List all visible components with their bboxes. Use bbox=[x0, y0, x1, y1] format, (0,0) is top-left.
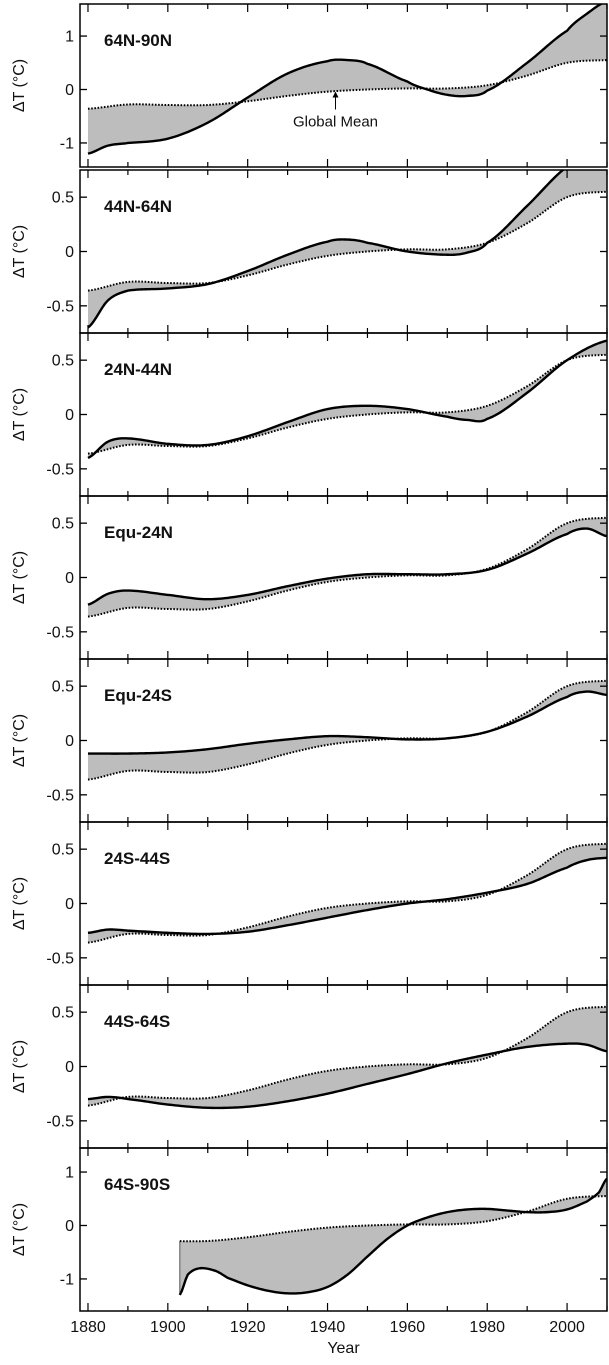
plot-area bbox=[87, 679, 607, 781]
difference-shading bbox=[87, 4, 607, 154]
plot-area bbox=[87, 842, 607, 944]
panel-label: 24S-44S bbox=[104, 849, 170, 868]
panel-label: 64N-90N bbox=[104, 31, 172, 50]
panel-frame bbox=[79, 1147, 608, 1312]
panel-label: 44N-64N bbox=[104, 197, 172, 216]
y-tick-label: 0 bbox=[65, 407, 74, 424]
y-tick-label: 0 bbox=[65, 1218, 74, 1235]
y-tick-label: 1 bbox=[65, 1165, 74, 1182]
panel-label: Equ-24N bbox=[104, 523, 173, 542]
difference-shading bbox=[87, 340, 607, 458]
y-axis-label: ΔT (°C) bbox=[11, 59, 28, 112]
panel-44s-64s: 0.5 0 -0.5 44S-64S ΔT (°C) bbox=[11, 984, 608, 1149]
y-tick-label: 0.5 bbox=[52, 190, 74, 207]
y-axis-label: ΔT (°C) bbox=[11, 1040, 28, 1093]
panel-label: 64S-90S bbox=[104, 1175, 170, 1194]
x-tick-label: 1880 bbox=[70, 1319, 106, 1336]
y-tick-label: -0.5 bbox=[46, 624, 74, 641]
y-tick-label: -0.5 bbox=[46, 298, 74, 315]
y-tick-label: -0.5 bbox=[46, 1113, 74, 1130]
global-mean-line bbox=[87, 842, 607, 944]
global-mean-line bbox=[87, 679, 607, 781]
y-tick-label: -0.5 bbox=[46, 787, 74, 804]
panel-label: 44S-64S bbox=[104, 1012, 170, 1031]
regional-temperature-line bbox=[87, 1042, 607, 1110]
panel-equ-24n: 0.5 0 -0.5 Equ-24N ΔT (°C) bbox=[11, 495, 608, 660]
y-axis-label: ΔT (°C) bbox=[11, 551, 28, 604]
x-axis: 1880 1900 1920 1940 1960 1980 2000 Year bbox=[70, 1319, 585, 1357]
y-axis-label: ΔT (°C) bbox=[11, 714, 28, 767]
y-tick-label: 0.5 bbox=[52, 679, 74, 696]
y-axis-label: ΔT (°C) bbox=[11, 388, 28, 441]
regional-temperature-line bbox=[87, 4, 604, 155]
x-tick-label: 1940 bbox=[310, 1319, 346, 1336]
regional-temperature-line bbox=[87, 690, 607, 755]
y-tick-label: 0 bbox=[65, 896, 74, 913]
panel-frame bbox=[79, 3, 608, 168]
y-tick-label: -0.5 bbox=[46, 461, 74, 478]
x-tick-label: 2000 bbox=[549, 1319, 585, 1336]
panel-label: 24N-44N bbox=[104, 360, 172, 379]
plot-area bbox=[87, 170, 607, 329]
regional-temperature-line bbox=[87, 339, 607, 460]
difference-shading bbox=[87, 843, 607, 943]
y-tick-label: -0.5 bbox=[46, 950, 74, 967]
plot-area bbox=[87, 339, 607, 460]
difference-shading bbox=[87, 680, 607, 780]
panel-24s-44s: 0.5 0 -0.5 24S-44S ΔT (°C) bbox=[11, 821, 608, 986]
regional-temperature-line bbox=[87, 527, 607, 606]
panel-equ-24s: 0.5 0 -0.5 Equ-24S ΔT (°C) bbox=[11, 658, 608, 823]
x-tick-label: 1980 bbox=[469, 1319, 505, 1336]
panel-frame bbox=[79, 821, 608, 986]
regional-temperature-line bbox=[87, 170, 565, 329]
global-mean-line bbox=[87, 516, 607, 618]
global-mean-line bbox=[87, 190, 607, 292]
y-tick-label: 0.5 bbox=[52, 842, 74, 859]
difference-shading bbox=[87, 517, 607, 617]
panel-label: Equ-24S bbox=[104, 686, 172, 705]
y-tick-label: 0.5 bbox=[52, 1005, 74, 1022]
plot-area bbox=[87, 516, 607, 618]
difference-shading bbox=[87, 170, 607, 328]
panel-frame bbox=[79, 984, 608, 1149]
plot-area bbox=[178, 1177, 607, 1296]
x-axis-label: Year bbox=[327, 1340, 360, 1357]
y-axis-label: ΔT (°C) bbox=[11, 1203, 28, 1256]
plot-area bbox=[87, 4, 607, 155]
y-tick-label: 0.5 bbox=[52, 516, 74, 533]
y-tick-label: 0 bbox=[65, 244, 74, 261]
y-axis-label: ΔT (°C) bbox=[11, 877, 28, 930]
panel-24n-44n: 0.5 0 -0.5 24N-44N ΔT (°C) bbox=[11, 332, 608, 497]
plot-area bbox=[87, 1005, 607, 1110]
global-mean-line bbox=[87, 353, 607, 455]
difference-shading bbox=[179, 1178, 607, 1295]
y-tick-label: 0.5 bbox=[52, 353, 74, 370]
x-tick-label: 1960 bbox=[390, 1319, 426, 1336]
regional-temperature-line bbox=[87, 856, 607, 936]
panel-64n-90n: 1 0 -1 64N-90N ΔT (°C) Global Mean bbox=[11, 3, 608, 168]
panel-64s-90s: 1 0 -1 64S-90S ΔT (°C) bbox=[11, 1147, 608, 1312]
y-tick-label: -1 bbox=[60, 1271, 74, 1288]
y-axis-label: ΔT (°C) bbox=[11, 225, 28, 278]
y-tick-label: 0 bbox=[65, 570, 74, 587]
y-tick-label: 0 bbox=[65, 733, 74, 750]
global-mean-line bbox=[87, 59, 607, 110]
global-mean-line bbox=[87, 1005, 607, 1107]
y-tick-label: 1 bbox=[65, 29, 74, 46]
x-tick-label: 1900 bbox=[150, 1319, 186, 1336]
x-tick-label: 1920 bbox=[230, 1319, 266, 1336]
panel-44n-64n: 0.5 0 -0.5 44N-64N ΔT (°C) bbox=[11, 169, 608, 334]
regional-temperature-line bbox=[178, 1177, 607, 1296]
y-tick-label: -1 bbox=[60, 135, 74, 152]
annotation-arrowhead bbox=[332, 91, 339, 98]
global-mean-annotation: Global Mean bbox=[293, 114, 378, 131]
y-tick-label: 0 bbox=[65, 82, 74, 99]
y-tick-label: 0 bbox=[65, 1059, 74, 1076]
global-mean-line bbox=[179, 1195, 607, 1243]
